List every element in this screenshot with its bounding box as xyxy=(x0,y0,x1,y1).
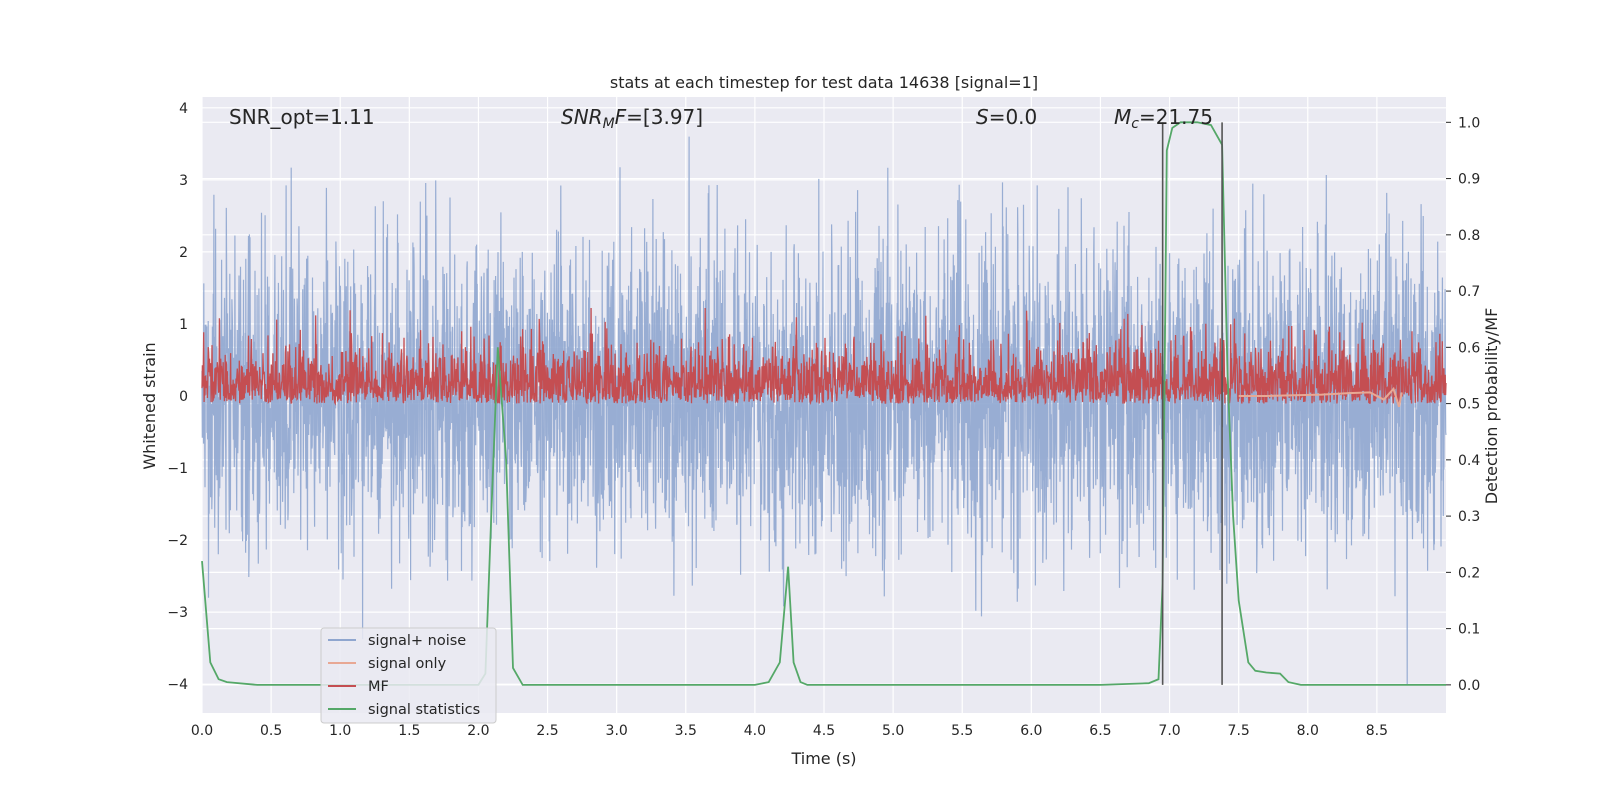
y-tick-label-left: −2 xyxy=(167,533,188,549)
y-tick-label-left: 4 xyxy=(179,101,188,117)
y-tick-label-right: 0.6 xyxy=(1458,340,1480,356)
x-tick-label: 5.0 xyxy=(882,723,904,739)
x-tick-label: 6.0 xyxy=(1020,723,1042,739)
legend-label-signal-statistics: signal statistics xyxy=(368,702,480,718)
legend-box xyxy=(320,627,497,724)
y-tick-label-left: 1 xyxy=(179,317,188,333)
y-tick-label-right: 0.2 xyxy=(1458,565,1480,581)
axis-ticks: 0.0 0.5 1.0 1.5 2.0 2.5 3.0 3.5 4.0 4.5 5.0 5.5 6.0 6… xyxy=(167,101,1480,739)
x-tick-label: 4.5 xyxy=(813,723,835,739)
x-tick-label: 3.5 xyxy=(675,723,697,739)
y-tick-label-right: 0.4 xyxy=(1458,453,1480,469)
x-axis-label: Time (s) xyxy=(790,749,856,768)
y-tick-label-right: 0.7 xyxy=(1458,284,1480,300)
series-mf xyxy=(201,307,1447,406)
x-tick-label: 7.0 xyxy=(1158,723,1180,739)
y-tick-label-left: −3 xyxy=(167,605,188,621)
series-signal-only xyxy=(1238,386,1403,408)
x-tick-label: 8.0 xyxy=(1297,723,1319,739)
x-tick-label: 5.5 xyxy=(951,723,973,739)
annotations: SNR_opt=1.11 SNRMF=[3.97] S=0.0 Mc=21.75 xyxy=(229,105,1213,132)
x-tick-label: 2.0 xyxy=(467,723,489,739)
x-tick-label: 8.5 xyxy=(1366,723,1388,739)
y-tick-label-right: 1.0 xyxy=(1458,115,1480,131)
x-tick-label: 0.0 xyxy=(191,723,213,739)
mc-annotation: Mc=21.75 xyxy=(1114,105,1213,132)
y-tick-label-left: −4 xyxy=(167,677,188,693)
y-axis-label-right: Detection probability/MF xyxy=(1482,308,1501,505)
legend-label-mf: MF xyxy=(368,679,389,695)
x-tick-label: 0.5 xyxy=(260,723,282,739)
chart-title: stats at each timestep for test data 146… xyxy=(610,73,1038,92)
x-tick-label: 6.5 xyxy=(1089,723,1111,739)
legend: signal+ noise signal only MF signal stat… xyxy=(320,627,497,724)
y-tick-label-right: 0.8 xyxy=(1458,228,1480,244)
x-tick-label: 1.0 xyxy=(329,723,351,739)
x-tick-label: 2.5 xyxy=(536,723,558,739)
y-tick-label-right: 0.5 xyxy=(1458,397,1480,413)
y-tick-label-left: 2 xyxy=(179,245,188,261)
legend-label-signal-noise: signal+ noise xyxy=(368,633,466,649)
y-tick-label-right: 0.1 xyxy=(1458,622,1480,638)
y-tick-label-right: 0.3 xyxy=(1458,509,1480,525)
detection-window-lines xyxy=(1161,122,1223,685)
snr-opt-annotation: SNR_opt=1.11 xyxy=(229,105,375,129)
y-tick-label-right: 0.0 xyxy=(1458,678,1480,694)
x-tick-label: 4.0 xyxy=(744,723,766,739)
snr-mf-annotation: SNRMF=[3.97] xyxy=(561,105,703,132)
legend-label-signal-only: signal only xyxy=(368,656,447,672)
x-tick-label: 3.0 xyxy=(606,723,628,739)
y-tick-label-right: 0.9 xyxy=(1458,172,1480,188)
y-tick-label-left: 0 xyxy=(179,389,188,405)
y-tick-label-left: 3 xyxy=(179,173,188,189)
y-axis-label-left: Whitened strain xyxy=(140,342,159,469)
x-tick-label: 1.5 xyxy=(398,723,420,739)
y-tick-label-left: −1 xyxy=(167,461,188,477)
s-annotation: S=0.0 xyxy=(976,105,1037,129)
x-tick-label: 7.5 xyxy=(1228,723,1250,739)
